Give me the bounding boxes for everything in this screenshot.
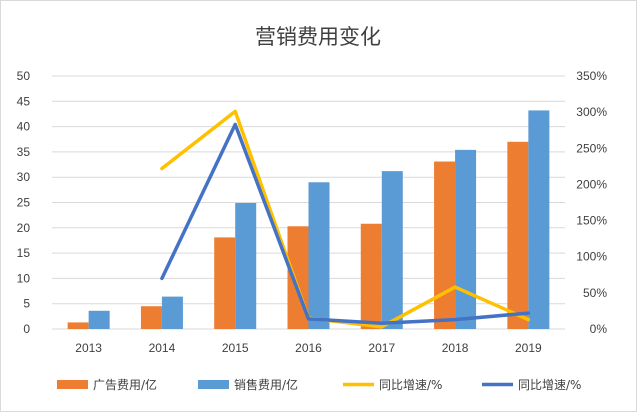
x-tick-label: 2013 <box>75 341 102 355</box>
y-left-tick-label: 0 <box>23 322 30 336</box>
legend-label: 同比增速/% <box>518 378 581 392</box>
y-left-tick-label: 35 <box>17 145 31 159</box>
legend: 广告费用/亿 销售费用/亿 同比增速/% 同比增速/% <box>57 377 581 392</box>
y-left-tick-label: 40 <box>17 120 31 134</box>
y-right-tick-label: 0% <box>590 322 608 336</box>
bar-sales-expense <box>308 182 330 329</box>
bar-sales-expense <box>528 110 550 330</box>
legend-label: 同比增速/% <box>379 378 442 392</box>
x-tick-label: 2018 <box>442 341 469 355</box>
x-tick-label: 2015 <box>222 341 249 355</box>
bar-ad-expense <box>360 223 382 329</box>
right-axis: 0% 50% 100% 150% 200% 250% 300% 350% <box>576 69 607 336</box>
y-right-tick-label: 100% <box>576 250 607 264</box>
legend-item: 销售费用/亿 <box>198 377 298 392</box>
bars <box>67 110 550 330</box>
bar-ad-expense <box>140 306 162 329</box>
legend-swatch <box>198 380 229 389</box>
bar-sales-expense <box>381 171 403 329</box>
bar-sales-expense <box>455 149 477 329</box>
y-left-tick-label: 45 <box>17 94 31 108</box>
x-tick-label: 2019 <box>515 341 542 355</box>
y-left-tick-label: 5 <box>23 297 30 311</box>
legend-item: 广告费用/亿 <box>57 377 157 392</box>
x-tick-label: 2016 <box>295 341 322 355</box>
chart-title: 营销费用变化 <box>255 25 381 49</box>
y-right-tick-label: 350% <box>576 69 607 83</box>
y-left-tick-label: 20 <box>17 221 31 235</box>
y-right-tick-label: 50% <box>583 286 607 300</box>
y-right-tick-label: 250% <box>576 141 607 155</box>
y-left-tick-label: 25 <box>17 196 31 210</box>
x-tick-label: 2017 <box>368 341 395 355</box>
y-left-tick-label: 15 <box>17 246 31 260</box>
y-left-tick-label: 30 <box>17 170 31 184</box>
y-right-tick-label: 300% <box>576 105 607 119</box>
legend-item: 同比增速/% <box>482 378 581 392</box>
bar-sales-expense <box>161 296 183 329</box>
y-left-tick-label: 50 <box>17 69 31 83</box>
bar-sales-expense <box>88 310 110 329</box>
gridlines <box>52 75 565 330</box>
bar-ad-expense <box>214 237 236 329</box>
legend-label: 广告费用/亿 <box>93 377 157 392</box>
bar-ad-expense <box>434 161 456 329</box>
bar-ad-expense <box>67 322 89 329</box>
y-left-tick-label: 10 <box>17 271 31 285</box>
x-tick-label: 2014 <box>149 341 176 355</box>
line-growth-blue <box>160 122 531 325</box>
bar-sales-expense <box>235 203 257 329</box>
legend-label: 销售费用/亿 <box>234 377 298 392</box>
left-axis: 0 5 10 15 20 25 30 35 40 45 50 <box>17 69 31 336</box>
bar-ad-expense <box>507 141 529 329</box>
lines <box>160 109 531 329</box>
legend-item: 同比增速/% <box>343 378 442 392</box>
x-axis: 2013 2014 2015 2016 2017 2018 2019 <box>75 341 542 355</box>
legend-swatch <box>57 380 88 389</box>
y-right-tick-label: 200% <box>576 177 607 191</box>
y-right-tick-label: 150% <box>576 214 607 228</box>
